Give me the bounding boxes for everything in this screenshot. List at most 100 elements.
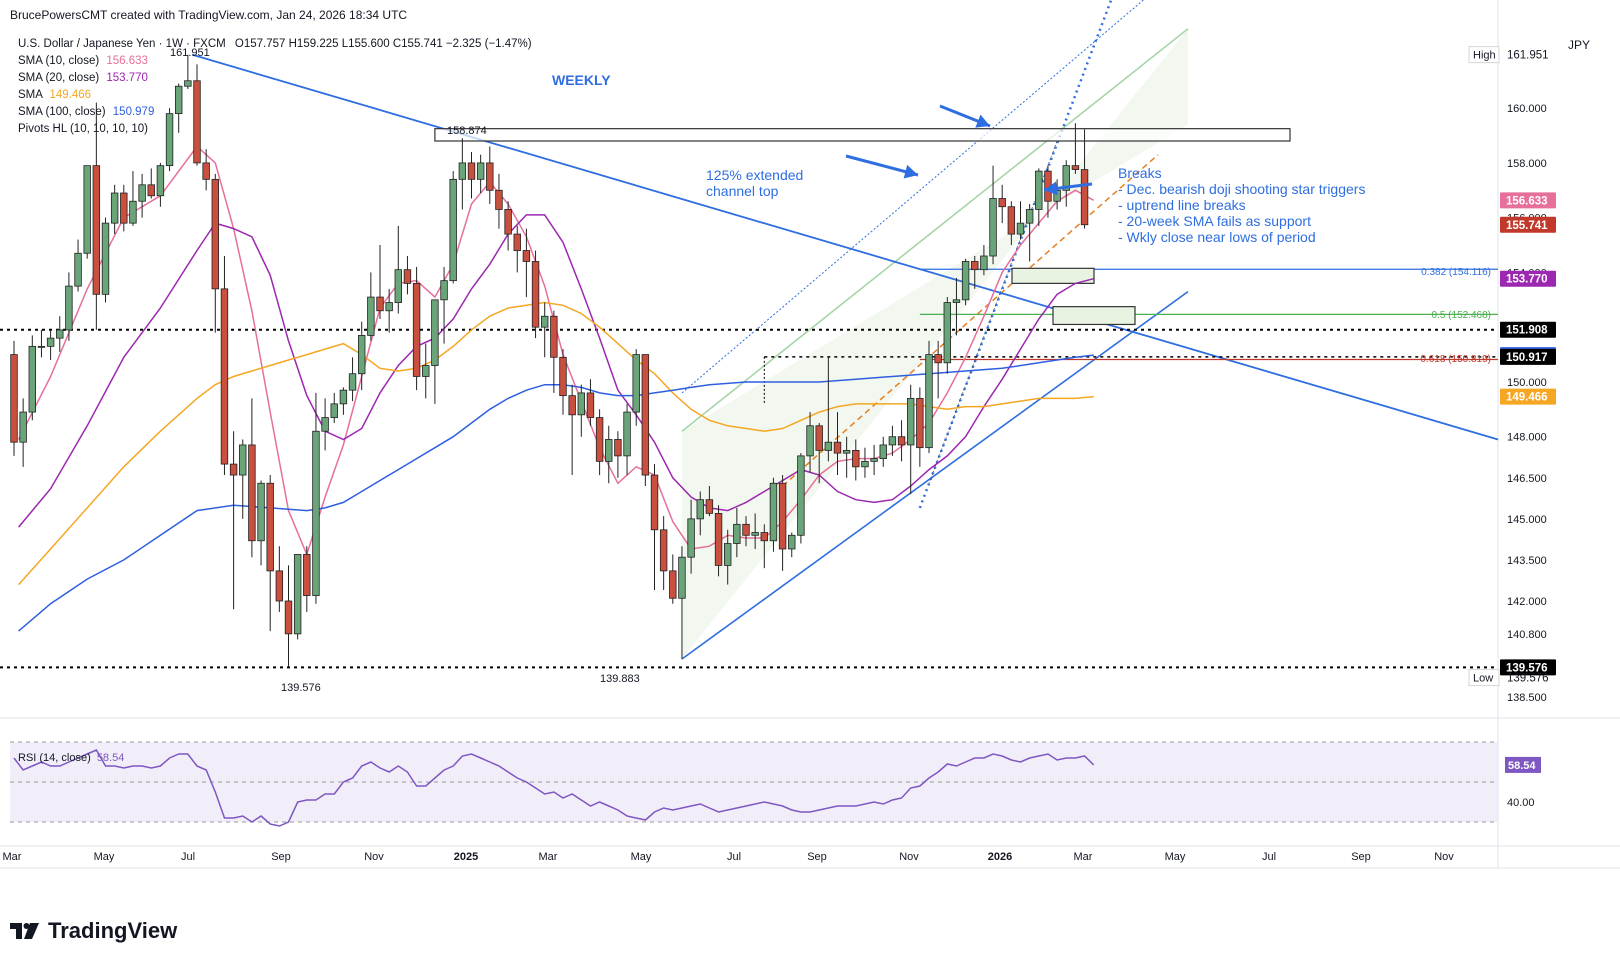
- candle-body: [412, 282, 421, 377]
- candle-body: [1016, 222, 1025, 235]
- arrow-to-top-head: [975, 114, 990, 128]
- candle-body: [824, 441, 833, 451]
- price-badge-text: 151.908: [1506, 325, 1548, 337]
- price-badge-text: 155.741: [1506, 220, 1548, 232]
- channel-bottom-line: [681, 290, 1189, 660]
- tradingview-logo[interactable]: TradingView: [10, 918, 177, 944]
- candle-body: [989, 198, 997, 257]
- candle-body: [321, 417, 329, 432]
- sma50-label: SMA: [18, 89, 43, 101]
- brand-name: TradingView: [48, 918, 178, 943]
- candle-body: [797, 455, 805, 536]
- candle-body: [83, 165, 91, 254]
- pivot-high-label: 161.951: [170, 47, 210, 59]
- time-tick: Jul: [1262, 851, 1276, 863]
- sma-line-2: [18, 214, 1094, 528]
- candle-body: [229, 463, 238, 476]
- price-badge: [1500, 388, 1556, 405]
- pivot-low-label-1: 139.576: [281, 682, 321, 694]
- breaks-note-line: Breaks: [1118, 165, 1162, 181]
- sma50-legend[interactable]: SMA 149.466: [18, 87, 532, 104]
- channel-top-line: [681, 28, 1189, 432]
- candle-body: [550, 315, 558, 358]
- candle-body: [440, 280, 448, 301]
- candle-body: [1062, 165, 1070, 191]
- candle-body: [74, 252, 82, 287]
- candle-body: [486, 162, 494, 191]
- price-badge: [1500, 192, 1556, 209]
- candle-body: [449, 178, 457, 282]
- time-tick: Sep: [271, 851, 291, 863]
- price-badge-text: 150.917: [1506, 352, 1548, 364]
- candle-body: [650, 474, 659, 531]
- candle-body: [120, 192, 128, 224]
- candle-body: [248, 444, 256, 542]
- candle-body: [330, 403, 338, 418]
- mid-channel-dashed: [782, 154, 1159, 487]
- price-tick: 150.000: [1507, 377, 1547, 389]
- candle-body: [339, 389, 348, 405]
- candle-body: [870, 458, 878, 462]
- candle-body: [888, 436, 897, 446]
- candle-body: [678, 556, 686, 599]
- pivots-label: Pivots HL (10, 10, 10, 10): [18, 123, 148, 135]
- candle-body: [861, 460, 869, 468]
- price-tick: 143.500: [1507, 555, 1547, 567]
- time-tick: Sep: [807, 851, 827, 863]
- sma100-legend[interactable]: SMA (100, close) 150.979: [18, 104, 532, 121]
- rsi-legend[interactable]: RSI (14, close) 58.54: [18, 752, 124, 764]
- candle-body: [239, 444, 247, 476]
- candle-body: [266, 482, 274, 572]
- candle-body: [220, 288, 229, 465]
- candle-body: [28, 345, 36, 413]
- candle-body: [1035, 170, 1043, 210]
- candle-body: [458, 162, 467, 180]
- inner-trend-line: [928, 140, 1058, 484]
- fib-618-label: 0.618 (150.819): [1420, 354, 1491, 365]
- pivots-legend[interactable]: Pivots HL (10, 10, 10, 10): [18, 121, 532, 138]
- price-badge-text: 156.633: [1506, 195, 1548, 207]
- credit-line: BrucePowersCMT created with TradingView.…: [10, 8, 408, 22]
- candle-body: [687, 518, 695, 558]
- pivot-mid-label: 158.874: [447, 125, 487, 137]
- candle-body: [705, 499, 714, 514]
- price-badge: [1500, 216, 1556, 233]
- candle-body: [275, 570, 284, 602]
- candle-body: [1025, 209, 1034, 224]
- candle-body: [303, 554, 311, 596]
- candle-body: [394, 269, 402, 303]
- candle-body: [669, 570, 677, 599]
- candle-body: [376, 296, 384, 312]
- time-tick: May: [1165, 851, 1186, 863]
- candle-body: [916, 397, 924, 449]
- candle-body: [778, 482, 787, 550]
- candle-body: [531, 261, 540, 328]
- arrow-to-doji-head: [1044, 181, 1058, 196]
- symbol-line[interactable]: U.S. Dollar / Japanese Yen · 1W · FXCM O…: [18, 36, 532, 53]
- candle-body: [147, 184, 155, 197]
- candle-body: [907, 397, 915, 446]
- fib-5-label: 0.5 (152.468): [1432, 310, 1492, 321]
- candle-body: [614, 439, 622, 457]
- candle-body: [842, 450, 851, 454]
- breaks-note-line: - Wkly close near lows of period: [1118, 229, 1316, 245]
- candle-body: [733, 523, 741, 544]
- sma20-legend[interactable]: SMA (20, close) 153.770: [18, 70, 532, 87]
- candle-body: [184, 80, 192, 87]
- time-tick: May: [631, 851, 652, 863]
- currency-label[interactable]: JPY: [1568, 38, 1591, 52]
- candle-body: [971, 261, 979, 271]
- price-badge: [1500, 348, 1556, 365]
- time-tick: Nov: [364, 851, 384, 863]
- low-tag-value: 139.576: [1507, 673, 1549, 685]
- sma10-legend[interactable]: SMA (10, close) 156.633: [18, 53, 532, 70]
- rsi-value: 58.54: [96, 752, 125, 764]
- candle-body: [714, 512, 723, 566]
- breaks-note-line: - uptrend line breaks: [1118, 197, 1246, 213]
- candle-body: [385, 302, 393, 312]
- fib-box-5: [1052, 306, 1136, 326]
- candle-body: [577, 392, 585, 416]
- candle-body: [559, 356, 567, 397]
- high-tag-text: High: [1473, 50, 1496, 62]
